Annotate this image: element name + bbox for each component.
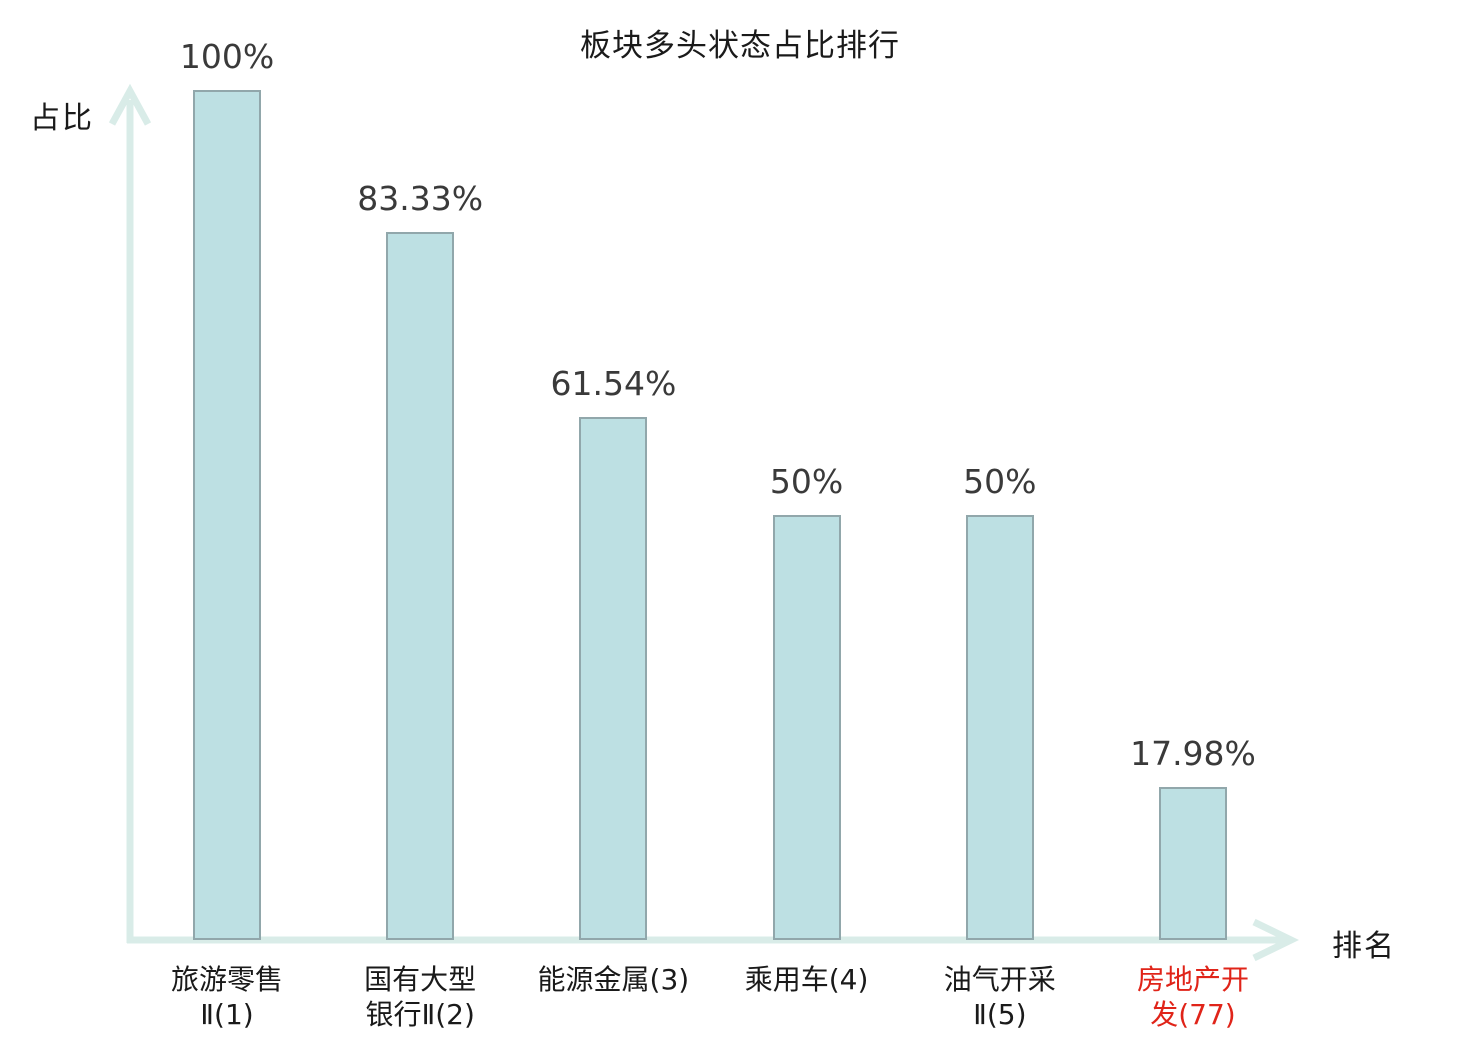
bar-value-label: 100% — [179, 37, 275, 76]
bar-value-label: 50% — [769, 462, 844, 501]
bar-category-label-line: 银行Ⅱ(2) — [365, 998, 475, 1031]
bar-category-label: 旅游零售 Ⅱ(1) — [87, 962, 367, 1032]
bar — [579, 416, 648, 940]
bar-category-label: 乘用车(4) — [667, 962, 947, 997]
bar-category-label-line: Ⅱ(1) — [200, 998, 254, 1031]
bar — [1159, 787, 1227, 940]
x-axis-label: 排名 — [1332, 929, 1396, 964]
bar-value-label: 83.33% — [357, 178, 484, 218]
bar-category-label-line: 房地产开 — [1136, 963, 1249, 996]
bar-category-label-line: 旅游零售 — [170, 963, 283, 996]
bar-category-label: 油气开采 Ⅱ(5) — [860, 962, 1140, 1032]
y-axis-label: 占比 — [30, 101, 94, 136]
bar-value-label: 50% — [963, 462, 1037, 501]
bar-category-label: 国有大型 银行Ⅱ(2) — [280, 962, 560, 1032]
bar-category-label-line: 发(77) — [1150, 998, 1236, 1031]
bar-value-label: 17.98% — [1130, 734, 1256, 774]
bar-category-label-line: 国有大型 — [364, 963, 477, 996]
bar-category-label: 能源金属(3) — [473, 962, 753, 997]
bar — [386, 231, 455, 940]
bar-category-label-line: 乘用车(4) — [744, 963, 869, 996]
bar — [772, 515, 841, 940]
bar — [965, 515, 1034, 940]
bar-category-label-line: Ⅱ(5) — [973, 998, 1027, 1031]
y-axis-arrow-icon — [108, 83, 152, 126]
bar-category-label-line: 能源金属(3) — [537, 963, 690, 996]
bar-category-label: 房地产开 发(77) — [1053, 962, 1333, 1032]
bar-category-label-line: 油气开采 — [943, 963, 1056, 996]
bar — [193, 90, 261, 940]
chart-title: 板块多头状态占比排行 — [580, 28, 900, 64]
bar-value-label: 61.54% — [550, 363, 677, 403]
x-axis-arrow-icon — [1252, 918, 1300, 962]
